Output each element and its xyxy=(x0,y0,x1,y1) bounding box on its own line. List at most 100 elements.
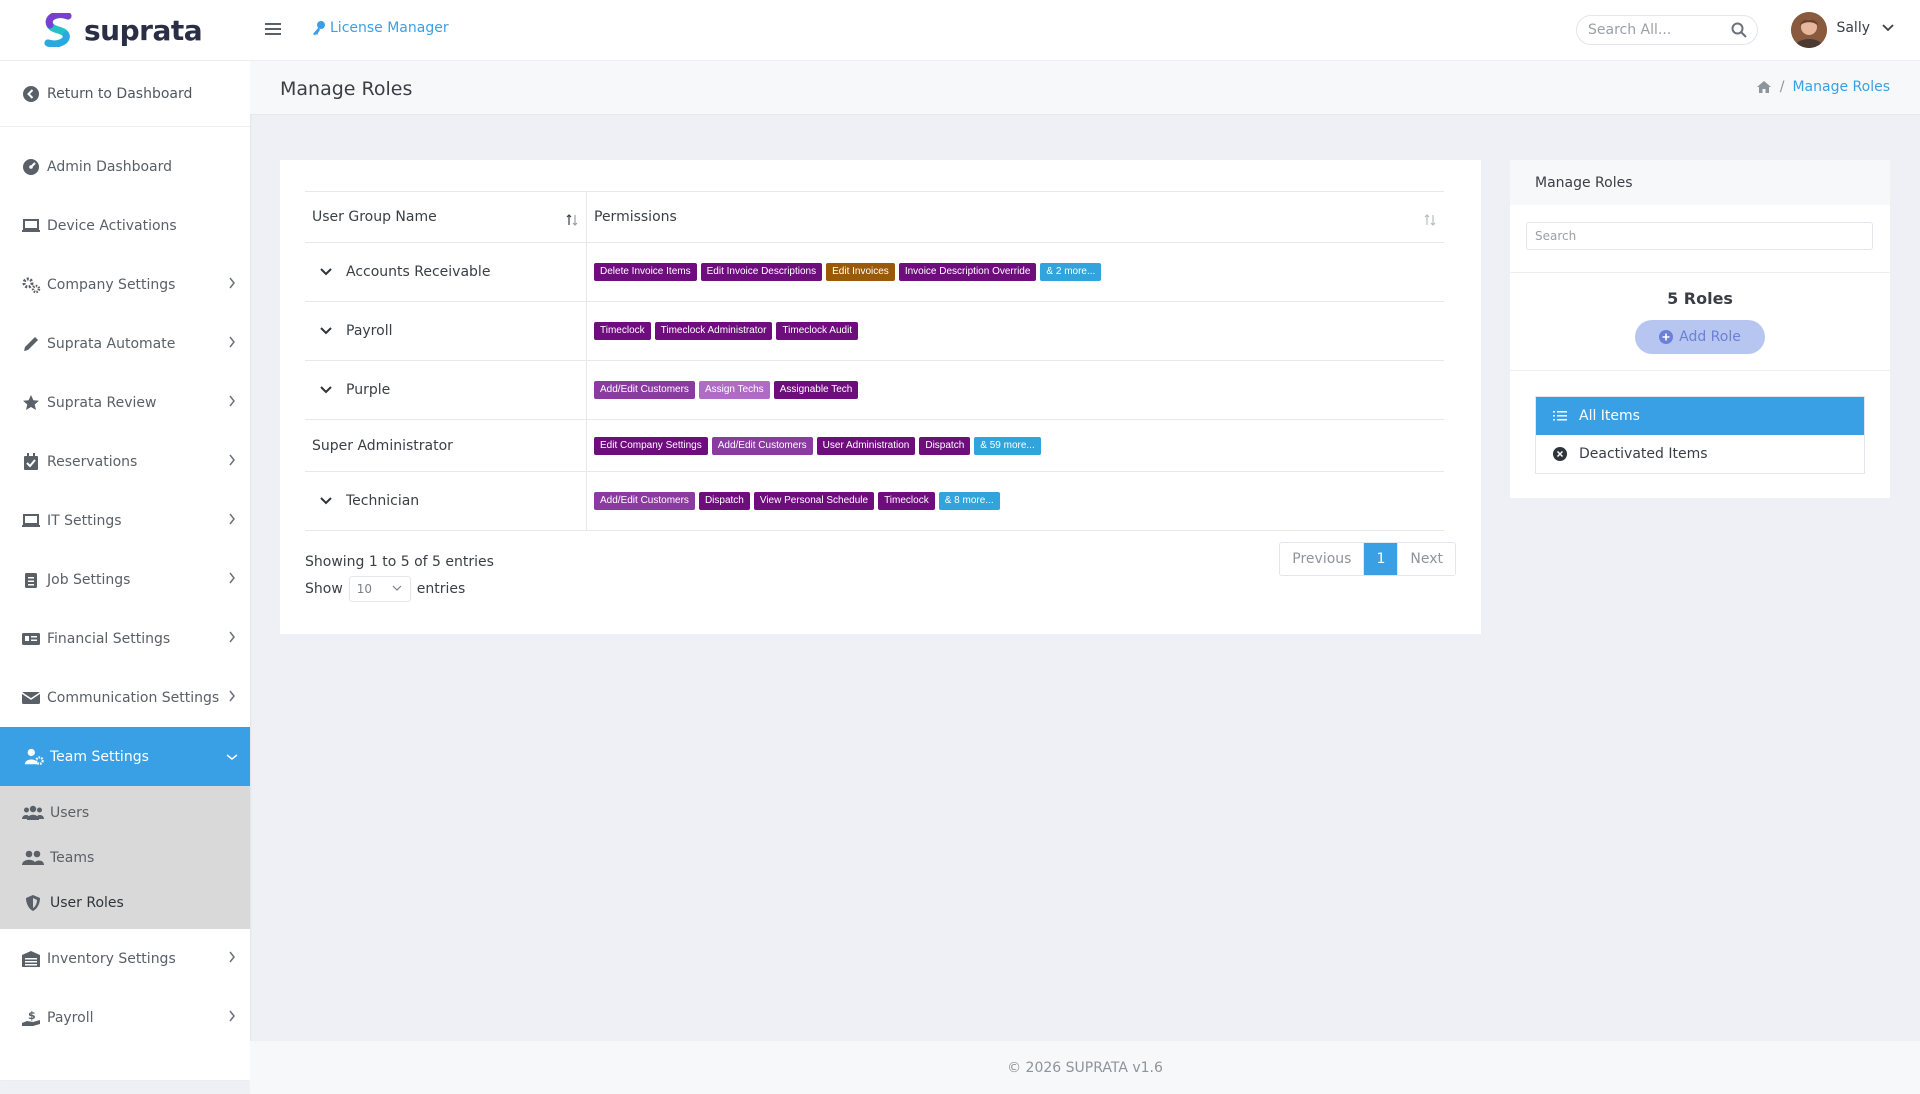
sidebar-item-financial-settings[interactable]: Financial Settings xyxy=(0,609,250,668)
sidebar-subitem-user-roles[interactable]: User Roles xyxy=(0,880,250,925)
filter-all-items[interactable]: All Items xyxy=(1536,397,1864,435)
filter-label: All Items xyxy=(1579,408,1640,424)
show-label: Show xyxy=(305,581,343,597)
cell-permissions: Add/Edit Customers Dispatch View Personal … xyxy=(587,472,1444,530)
pagination-page-1[interactable]: 1 xyxy=(1364,543,1399,575)
more-permissions-badge[interactable]: & 59 more... xyxy=(974,436,1041,455)
sidebar-nav: Admin Dashboard Device Activations Compa… xyxy=(0,127,250,1047)
sidebar-item-inventory-settings[interactable]: Inventory Settings xyxy=(0,929,250,988)
avatar[interactable] xyxy=(1791,12,1827,48)
group-name: Payroll xyxy=(346,323,393,339)
sidebar-item-suprata-review[interactable]: Suprata Review xyxy=(0,373,250,432)
sidebar-item-it-settings[interactable]: IT Settings xyxy=(0,491,250,550)
sidebar-item-reservations[interactable]: Reservations xyxy=(0,432,250,491)
manage-roles-panel: Manage Roles Search 5 Roles Add Role All… xyxy=(1510,160,1890,498)
permission-badge: Edit Invoices xyxy=(826,263,895,281)
roles-search-placeholder: Search xyxy=(1535,229,1577,243)
roles-search-input[interactable]: Search xyxy=(1526,222,1873,250)
sidebar-item-job-settings[interactable]: Job Settings xyxy=(0,550,250,609)
sidebar-item-label: Suprata Automate xyxy=(47,335,176,352)
return-label: Return to Dashboard xyxy=(47,85,193,102)
chevron-down-icon xyxy=(320,327,332,335)
hamburger-menu-icon[interactable] xyxy=(265,22,281,36)
more-permissions-badge[interactable]: & 2 more... xyxy=(1040,263,1102,281)
home-icon[interactable] xyxy=(1756,80,1772,94)
sidebar-subitem-teams[interactable]: Teams xyxy=(0,835,250,880)
sidebar-item-payroll[interactable]: $ Payroll xyxy=(0,988,250,1047)
permission-badge: Assign Techs xyxy=(698,381,770,399)
cell-permissions: Timeclock Timeclock Administrator Timecloc… xyxy=(587,302,1444,360)
expand-row-button[interactable] xyxy=(312,317,340,345)
permission-badge: Edit Company Settings xyxy=(594,436,708,455)
column-header-permissions[interactable]: Permissions xyxy=(587,192,1444,242)
chevron-down-icon xyxy=(320,268,332,276)
chevron-down-icon[interactable] xyxy=(1882,24,1894,32)
table-row[interactable]: Purple Add/Edit Customers Assign Techs Assi… xyxy=(305,361,1444,420)
sidebar-item-communication-settings[interactable]: Communication Settings xyxy=(0,668,250,727)
search-icon[interactable] xyxy=(1731,22,1747,38)
logo[interactable]: suprata xyxy=(0,0,250,61)
pencil-icon xyxy=(21,334,41,354)
entries-label: entries xyxy=(416,581,466,597)
sidebar-subitem-label: User Roles xyxy=(50,894,124,911)
arrow-left-circle-icon xyxy=(21,84,41,104)
table-row[interactable]: Technician Add/Edit Customers Dispatch View… xyxy=(305,472,1444,531)
sidebar-item-team-settings[interactable]: Team Settings xyxy=(0,727,250,786)
permission-badge: Add/Edit Customers xyxy=(711,436,813,455)
envelope-icon xyxy=(21,688,41,708)
more-permissions-badge[interactable]: & 8 more... xyxy=(938,492,1000,510)
laptop-icon xyxy=(21,511,41,531)
user-gear-icon xyxy=(24,747,44,767)
expand-row-button[interactable] xyxy=(312,376,340,404)
table-row[interactable]: Payroll Timeclock Timeclock Administrator T… xyxy=(305,302,1444,361)
divider xyxy=(1510,370,1890,371)
global-search-input[interactable]: Search All... xyxy=(1576,15,1758,45)
return-to-dashboard[interactable]: Return to Dashboard xyxy=(0,61,250,127)
user-name[interactable]: Sally xyxy=(1836,20,1870,36)
sidebar-item-admin-dashboard[interactable]: Admin Dashboard xyxy=(0,137,250,196)
table-row[interactable]: Accounts Receivable Delete Invoice Items E… xyxy=(305,243,1444,302)
sidebar-subitem-label: Users xyxy=(50,804,90,821)
group-name: Accounts Receivable xyxy=(346,264,491,280)
showing-entries-text: Showing 1 to 5 of 5 entries xyxy=(305,554,494,570)
permission-badge: Invoice Description Override xyxy=(898,263,1037,281)
sidebar-item-label: Job Settings xyxy=(47,571,131,588)
license-manager-link[interactable]: License Manager xyxy=(312,20,449,36)
roles-table-card: User Group Name Permissions Accounts Rec… xyxy=(280,160,1481,634)
page-size-value: 10 xyxy=(356,582,373,596)
brand-name: suprata xyxy=(84,13,203,47)
filter-deactivated-items[interactable]: Deactivated Items xyxy=(1536,435,1864,473)
sidebar-item-device-activations[interactable]: Device Activations xyxy=(0,196,250,255)
chevron-right-icon xyxy=(229,513,235,525)
sidebar-item-suprata-automate[interactable]: Suprata Automate xyxy=(0,314,250,373)
sidebar-subitem-users[interactable]: Users xyxy=(0,790,250,835)
chevron-down-icon xyxy=(320,386,332,394)
chevron-down-icon xyxy=(392,585,402,591)
permission-badge: Timeclock xyxy=(594,322,651,340)
sort-icon[interactable] xyxy=(1424,214,1436,226)
permission-badge: Assignable Tech xyxy=(773,381,859,399)
add-role-button[interactable]: Add Role xyxy=(1635,320,1765,354)
sidebar-item-label: Team Settings xyxy=(50,748,149,765)
sidebar-item-label: Reservations xyxy=(47,453,138,470)
laptop-icon xyxy=(21,216,41,236)
expand-row-button[interactable] xyxy=(312,487,340,515)
sidebar-item-company-settings[interactable]: Company Settings xyxy=(0,255,250,314)
breadcrumb-current[interactable]: Manage Roles xyxy=(1792,79,1890,95)
chevron-down-icon xyxy=(320,497,332,505)
pagination-next[interactable]: Next xyxy=(1410,551,1443,567)
svg-text:$: $ xyxy=(28,1009,36,1022)
pagination-previous[interactable]: Previous xyxy=(1280,543,1365,575)
sort-icon[interactable] xyxy=(566,214,578,226)
team-settings-submenu: Users Teams User Roles xyxy=(0,786,250,929)
page-size-select[interactable]: 10 xyxy=(348,576,411,602)
table-row[interactable]: Super Administrator Edit Company Settings… xyxy=(305,420,1444,472)
group-name: Technician xyxy=(346,493,420,509)
sidebar-item-label: Inventory Settings xyxy=(47,950,176,967)
expand-row-button[interactable] xyxy=(312,258,340,286)
sidebar-item-label: IT Settings xyxy=(47,512,122,529)
column-header-label: Permissions xyxy=(594,209,677,225)
column-header-user-group-name[interactable]: User Group Name xyxy=(305,192,587,242)
permission-badge: Timeclock xyxy=(878,492,935,510)
panel-title: Manage Roles xyxy=(1510,160,1890,205)
